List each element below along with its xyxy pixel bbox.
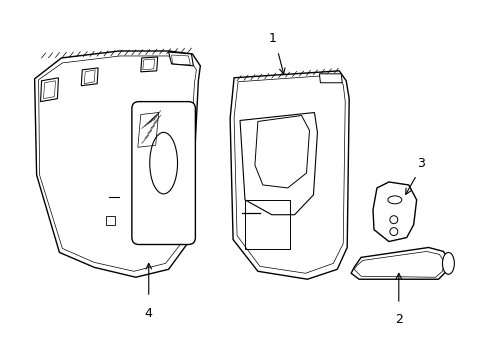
Polygon shape (350, 247, 447, 279)
Polygon shape (35, 51, 200, 277)
Bar (106, 216, 115, 225)
Polygon shape (141, 57, 157, 72)
Ellipse shape (442, 252, 453, 274)
Text: 1: 1 (268, 32, 276, 45)
Polygon shape (319, 74, 342, 83)
Text: 4: 4 (144, 307, 152, 320)
Text: 2: 2 (394, 313, 402, 326)
Polygon shape (230, 71, 348, 279)
Polygon shape (168, 52, 193, 66)
Polygon shape (372, 182, 416, 242)
FancyBboxPatch shape (132, 102, 195, 244)
Polygon shape (41, 78, 59, 102)
Polygon shape (81, 68, 98, 86)
Text: 3: 3 (416, 157, 424, 170)
